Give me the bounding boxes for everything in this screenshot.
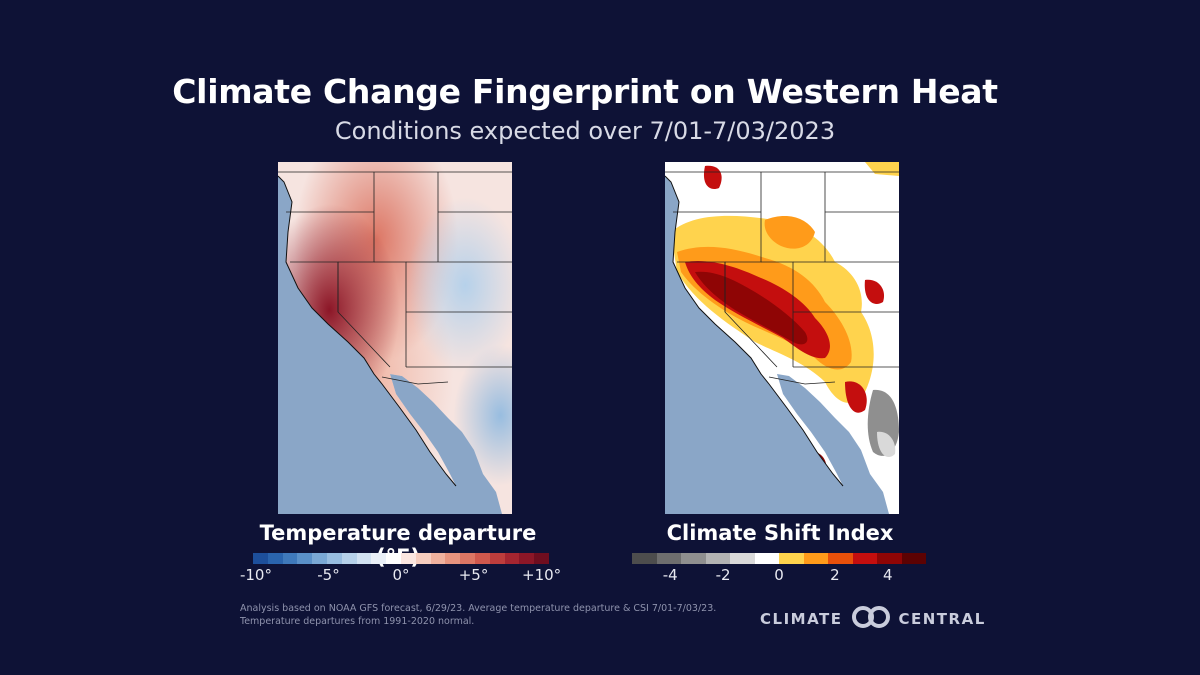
- temperature-tick-label: +5°: [458, 566, 489, 584]
- footnote: Analysis based on NOAA GFS forecast, 6/2…: [240, 602, 716, 628]
- temperature-swatch: [474, 553, 490, 564]
- temperature-swatch: [356, 553, 372, 564]
- temperature-swatch: [460, 553, 475, 564]
- temperature-swatch: [519, 553, 535, 564]
- csi-swatch: [705, 553, 730, 564]
- csi-tick-label: 2: [830, 566, 840, 584]
- csi-swatch: [656, 553, 681, 564]
- csi-tick-label: 4: [882, 566, 893, 584]
- csi-swatch: [779, 553, 804, 564]
- csi-swatch: [730, 553, 755, 564]
- csi-tick-label: -4: [662, 566, 678, 584]
- csi-swatch: [681, 553, 706, 564]
- logo-text-right: CENTRAL: [898, 610, 986, 628]
- csi-colorbar-ticks: -4 -2 0 2 4: [632, 566, 926, 586]
- csi-legend-title: Climate Shift Index: [666, 521, 894, 545]
- temperature-swatch: [371, 553, 387, 564]
- temperature-swatch: [282, 553, 298, 564]
- footnote-line-1: Analysis based on NOAA GFS forecast, 6/2…: [240, 603, 717, 614]
- climate-central-logo: CLIMATE CENTRAL: [760, 605, 986, 633]
- logo-text-left: CLIMATE: [760, 610, 843, 628]
- temperature-swatch: [489, 553, 505, 564]
- csi-swatch: [828, 553, 853, 564]
- temperature-swatch: [445, 553, 461, 564]
- climate-shift-index-map-graphic: [665, 162, 899, 514]
- csi-swatch: [877, 553, 902, 564]
- temperature-swatch: [267, 553, 283, 564]
- page-title: Climate Change Fingerprint on Western He…: [172, 72, 998, 111]
- page-subtitle: Conditions expected over 7/01-7/03/2023: [334, 117, 836, 145]
- climate-central-logo-icon: [849, 605, 893, 633]
- temperature-departure-map-graphic: [278, 162, 512, 514]
- temperature-tick-label: -5°: [317, 566, 340, 584]
- csi-tick-label: -2: [715, 566, 731, 584]
- temperature-swatch: [430, 553, 446, 564]
- temperature-departure-map: [278, 162, 512, 514]
- csi-swatch: [632, 553, 657, 564]
- temperature-swatch: [341, 553, 357, 564]
- csi-swatch: [803, 553, 828, 564]
- temperature-swatch: [504, 553, 520, 564]
- temperature-tick-label: +10°: [522, 566, 562, 584]
- csi-swatch: [901, 553, 926, 564]
- temperature-swatch: [253, 553, 268, 564]
- climate-shift-index-map: [665, 162, 899, 514]
- temperature-swatch: [312, 553, 327, 564]
- footnote-line-2: Temperature departures from 1991-2020 no…: [240, 616, 475, 627]
- csi-tick-label: 0: [774, 566, 784, 584]
- temperature-swatch: [534, 553, 549, 564]
- csi-colorbar: [632, 553, 926, 564]
- csi-swatch: [754, 553, 779, 564]
- temperature-colorbar-ticks: -10° -5° 0° +5° +10°: [240, 566, 561, 586]
- temperature-colorbar: [253, 553, 549, 564]
- temperature-swatch: [386, 553, 401, 564]
- temperature-swatch: [297, 553, 313, 564]
- temperature-swatch: [415, 553, 431, 564]
- csi-swatch: [852, 553, 877, 564]
- temperature-tick-label: 0°: [392, 566, 410, 584]
- temperature-swatch: [326, 553, 342, 564]
- temperature-tick-label: -10°: [239, 566, 272, 584]
- temperature-swatch: [400, 553, 416, 564]
